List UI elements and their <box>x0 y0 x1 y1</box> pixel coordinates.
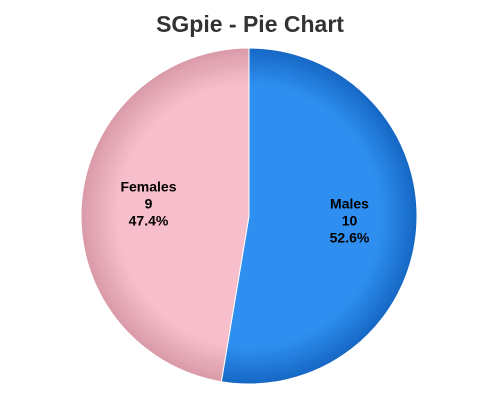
pie-slice-males <box>220 47 418 385</box>
slice-value-females: 9 <box>145 196 153 212</box>
pie-slices <box>80 47 418 385</box>
slice-label-males: Males <box>330 195 369 211</box>
slice-percent-males: 52.6% <box>330 229 370 245</box>
chart-title: SGpie - Pie Chart <box>156 11 344 37</box>
slice-value-males: 10 <box>342 212 358 228</box>
slice-percent-females: 47.4% <box>129 213 169 229</box>
slice-label-females: Females <box>120 179 176 195</box>
pie-slice-females <box>80 47 250 383</box>
